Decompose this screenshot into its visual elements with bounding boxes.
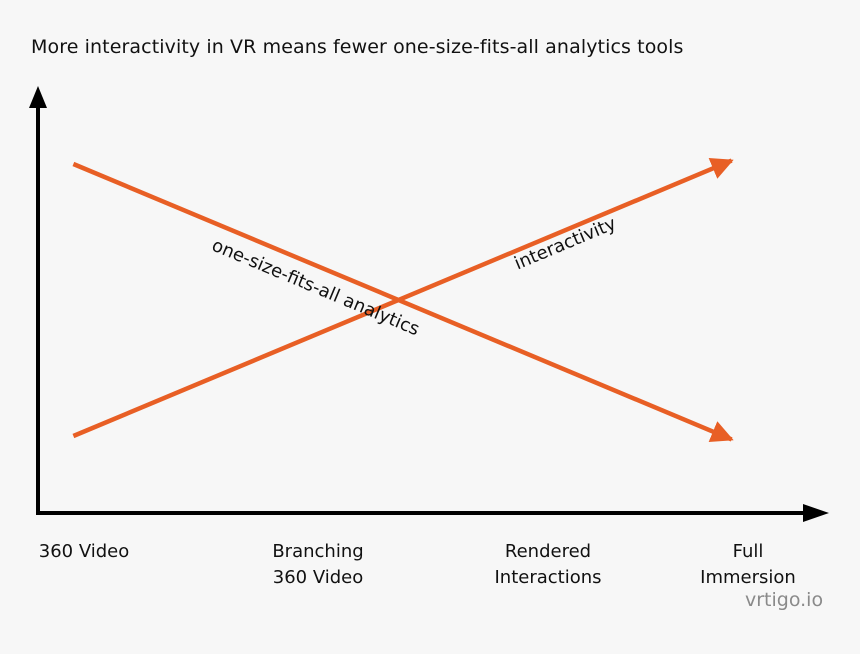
x-category-label: Branching 360 Video (272, 541, 364, 588)
series-label-analytics: one-size-fits-all analytics (209, 235, 423, 340)
chart-title: More interactivity in VR means fewer one… (31, 36, 684, 58)
y-axis-arrowhead (29, 86, 47, 108)
watermark: vrtigo.io (745, 589, 824, 611)
x-category-label: Full Immersion (700, 541, 796, 588)
x-category-label: 360 Video (38, 541, 130, 562)
x-axis-arrowhead (803, 504, 829, 522)
series-line-analytics (72, 161, 734, 442)
x-category-label: Rendered Interactions (494, 541, 602, 588)
series-line-interactivity (72, 158, 734, 439)
